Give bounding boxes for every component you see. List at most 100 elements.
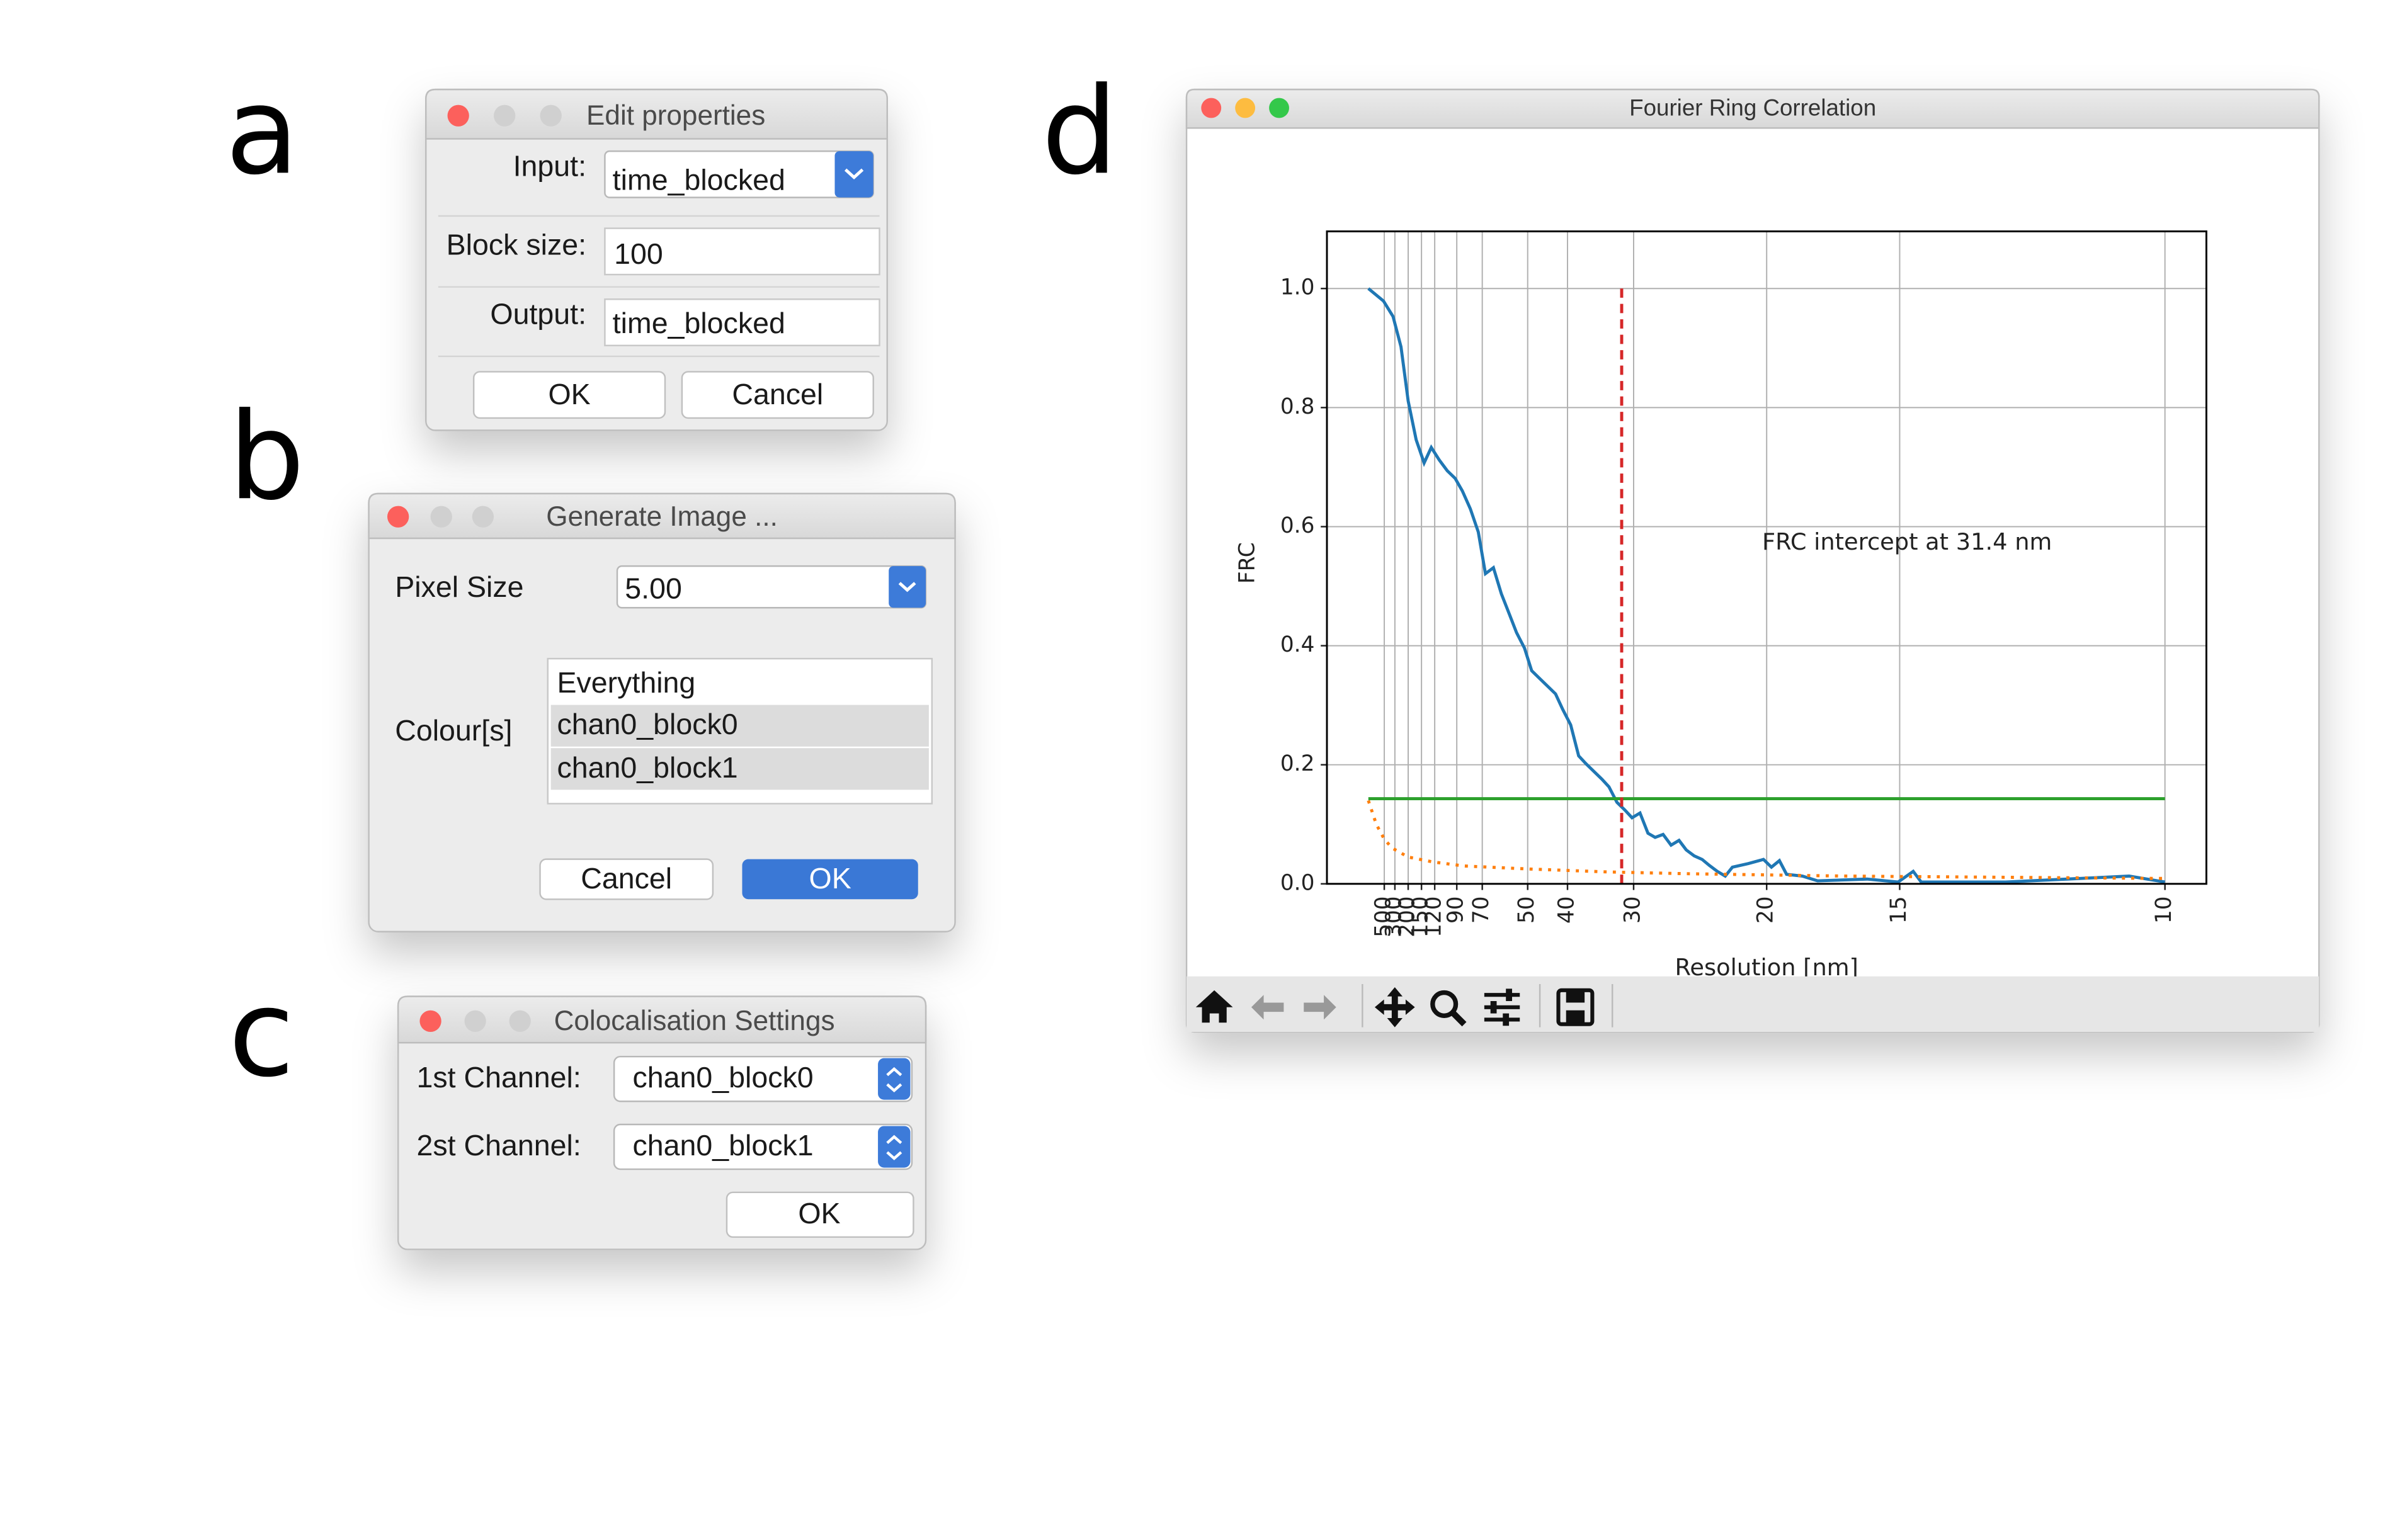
colocalisation-window: Colocalisation Settings 1st Channel: cha… [397,995,927,1250]
select[interactable] [613,1055,913,1102]
field-value: time_blocked [613,163,785,196]
minimize-button[interactable] [1235,98,1256,118]
x-tick-label: 20 [1753,896,1778,924]
toolbar-icons [1195,984,1613,1028]
x-tick-label: 30 [1620,896,1645,924]
title-bar [425,88,888,140]
button-label: Cancel [732,378,823,410]
panel-label: b [229,387,305,527]
field-label: 2st Channel: [417,1129,581,1162]
select[interactable] [613,1123,913,1170]
x-tick-label: 150 [1408,896,1433,937]
window-title: Fourier Ring Correlation [1629,95,1876,121]
panel-label: a [225,62,299,201]
zoom-button[interactable] [540,105,562,127]
button-default[interactable] [742,859,918,900]
x-tick-label: 50 [1514,896,1539,924]
minimize-button[interactable] [464,1010,486,1032]
list-item[interactable]: chan0_block1 [557,751,737,784]
field-label: 1st Channel: [417,1061,581,1094]
x-tick-label: 10 [2151,896,2177,924]
window-title: Colocalisation Settings [554,1005,835,1036]
edit-properties-window: Edit properties Input: time_blocked Bloc… [425,88,888,431]
button[interactable] [726,1191,914,1238]
close-button[interactable] [419,1010,441,1032]
list-label: Colour[s] [395,714,512,747]
zoom-button[interactable] [1269,98,1289,118]
button-label: OK [798,1197,840,1230]
stepper-arrows [886,1135,902,1160]
title-bar [1185,88,2320,129]
series-line [1367,800,2165,880]
dropdown-arrow[interactable] [889,566,926,608]
close-button[interactable] [387,506,409,528]
series-line [1367,287,2166,884]
forward-icon[interactable] [1304,995,1336,1020]
select-stepper[interactable] [878,1058,911,1100]
button-label: OK [809,862,851,895]
y-tick-label: 0.6 [1280,513,1315,538]
field-value: chan0_block1 [633,1129,814,1162]
dropdown-arrow[interactable] [834,151,873,198]
y-tick-label: 0.0 [1280,870,1315,895]
field-value: 100 [614,237,663,270]
button[interactable] [681,371,874,419]
y-axis-label: FRC [1235,542,1260,584]
home-icon[interactable] [1195,990,1233,1023]
configure-icon[interactable] [1484,988,1520,1026]
panel-label: c [229,965,295,1104]
x-tick-label: 200 [1395,896,1420,937]
close-button[interactable] [1201,98,1222,118]
y-tick-label: 0.8 [1280,394,1315,419]
list-item[interactable]: chan0_block0 [557,708,737,740]
select-stepper[interactable] [878,1126,911,1168]
button[interactable] [472,371,666,419]
x-tick-label: 90 [1443,896,1469,924]
zoom-button[interactable] [472,506,494,528]
window-title: Edit properties [586,100,765,131]
text-input[interactable] [604,298,880,347]
list-item[interactable]: Everything [557,666,695,699]
button-label: Cancel [581,862,672,895]
x-tick-label: 500 [1371,896,1396,937]
x-tick-label: 300 [1381,896,1406,937]
generate-image-window: Generate Image ... Pixel Size 5.00 Colou… [368,492,956,932]
frc-window: Fourier Ring Correlation 500300200150120… [1185,88,2320,1033]
field-value: 5.00 [625,572,682,605]
x-tick-label: 120 [1421,896,1447,937]
minimize-button[interactable] [494,105,516,127]
title-bar [368,492,956,540]
field-value: time_blocked [613,307,785,339]
zoom-button[interactable] [509,1010,531,1032]
pan-icon[interactable] [1374,987,1415,1028]
close-button[interactable] [447,105,469,127]
field-value: chan0_block0 [633,1061,814,1094]
annotation: FRC intercept at 31.4 nm [1762,528,2052,555]
save-icon[interactable] [1556,988,1595,1026]
x-tick-label: 40 [1554,896,1579,924]
button-label: OK [548,378,590,410]
y-tick-label: 0.2 [1280,751,1315,776]
stepper-arrows [886,1067,902,1093]
x-tick-label: 15 [1886,896,1911,924]
back-icon[interactable] [1251,995,1284,1020]
field-label: Input: [513,149,586,182]
list-selection [550,748,929,790]
field-label: Pixel Size [395,570,523,603]
field-label: Block size: [447,228,586,261]
text-input[interactable] [604,227,880,276]
field-label: Output: [490,298,586,331]
x-tick-label: 70 [1469,896,1494,924]
button[interactable] [539,858,714,900]
zoom-icon[interactable] [1430,990,1467,1027]
minimize-button[interactable] [430,506,452,528]
title-bar [397,995,927,1044]
list-selection [550,705,929,747]
y-tick-label: 0.4 [1280,632,1315,657]
chevron [898,582,916,592]
toolbar [1186,976,2319,1032]
panel-label: d [1042,62,1118,201]
